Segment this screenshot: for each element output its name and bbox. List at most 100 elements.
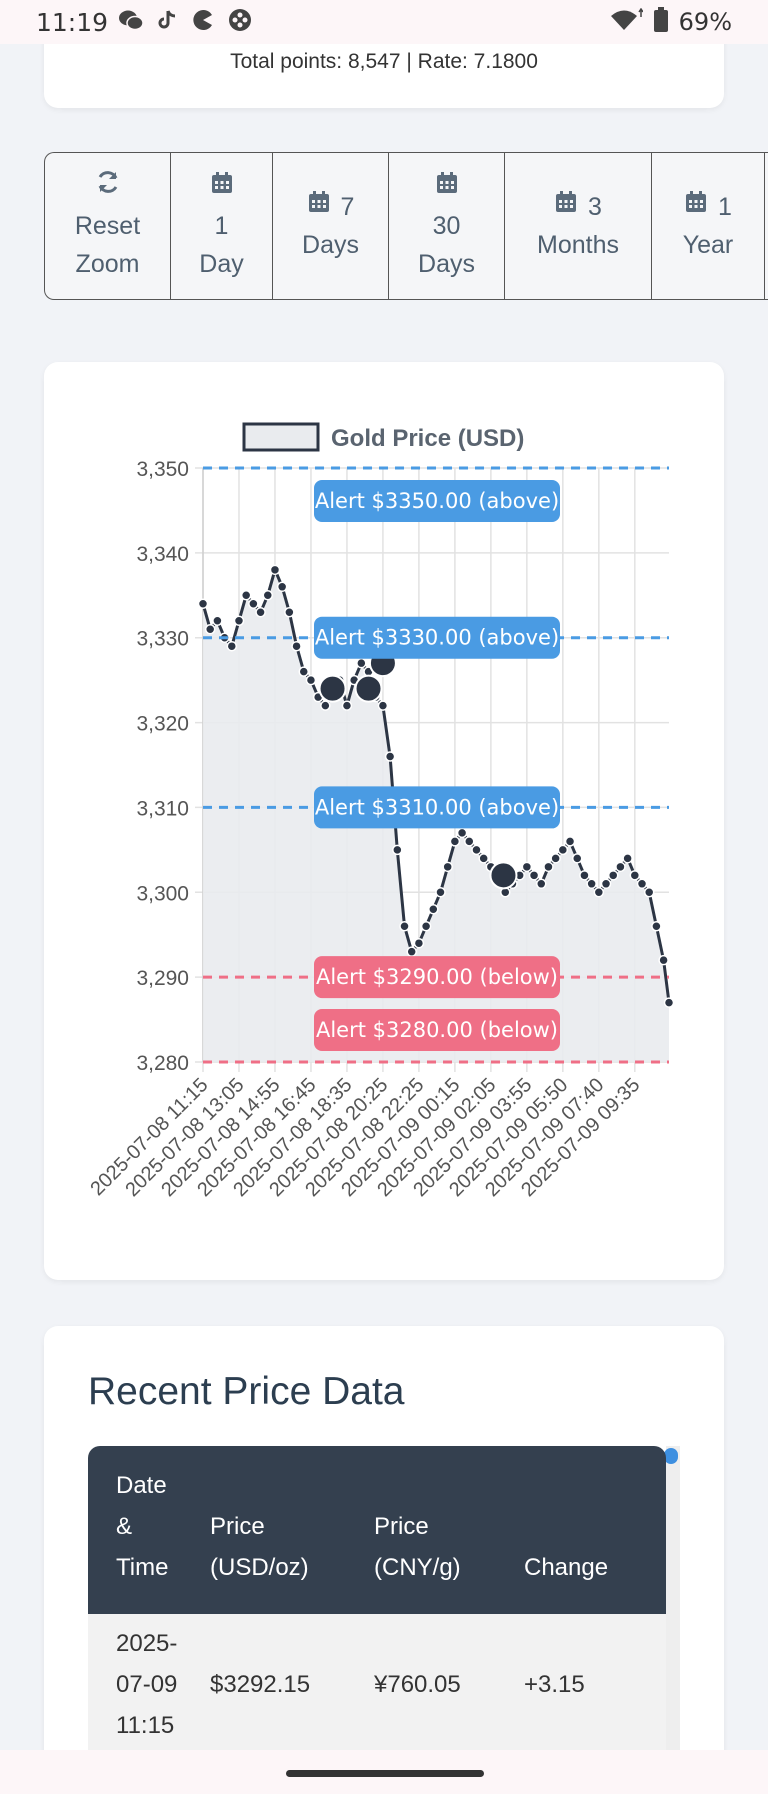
column-header: Price (CNY/g) [374,1446,524,1614]
data-point [615,861,626,873]
alert-label-text: Alert $3350.00 (above) [315,489,559,513]
range-button-reset[interactable]: Reset Zoom [45,153,171,299]
wechat-icon [118,9,144,35]
data-point [377,700,389,711]
range-button-line1: 7 [340,193,355,221]
data-point [478,853,489,864]
data-point [557,844,569,856]
data-point [204,623,216,635]
cell-change: +3.15 [524,1670,585,1698]
alert-label-above: Alert $3350.00 (above) [314,480,560,522]
data-point [197,598,209,610]
data-point [442,861,453,873]
data-point [435,887,446,898]
range-button-line1: 1 [718,193,732,221]
alert-label-text: Alert $3280.00 (below) [316,1018,558,1042]
data-point [262,590,274,601]
calendar-icon [307,188,331,226]
data-point [341,700,353,711]
stats-summary: Total points: 8,547 | Rate: 7.1800 [230,50,538,73]
highlight-point [489,861,518,890]
y-tick-label: 3,300 [136,882,189,905]
column-header-line: (USD/oz) [210,1554,309,1581]
data-point [571,853,583,864]
data-point [651,920,662,932]
section-title: Recent Price Data [88,1370,405,1413]
column-header-line: Change [524,1554,609,1581]
price-chart[interactable]: Gold Price (USD) 3,350 3,340 3,330 3,320 3,31… [44,362,724,1280]
table-row: 2025- 07-09 11:15 $3292.15 ¥760.05 +3.15 [88,1614,666,1754]
alert-label-below: Alert $3280.00 (below) [314,1009,560,1051]
data-point [550,853,561,864]
range-button-30d[interactable]: 30 Days [389,153,505,299]
navigation-bar [0,1750,768,1794]
table-scrollbar-track[interactable] [666,1446,680,1794]
range-button-group: Reset Zoom 1 Day 7 Days 30 Days 3 Months 1 Year [44,152,768,300]
column-header-line: Price [210,1513,265,1540]
alert-label-text: Alert $3330.00 (above) [315,626,559,650]
range-button-7d[interactable]: 7 Days [273,153,389,299]
data-point [298,666,310,677]
recent-data-card: Recent Price Data Date & Time Price (USD/oz)… [44,1326,724,1794]
data-point [471,844,482,856]
range-button-3m[interactable]: 3 Months [505,153,652,299]
range-button-line1: 30 [432,212,461,240]
alert-label-text: Alert $3290.00 (below) [316,965,558,989]
data-point [276,581,288,593]
range-button-1y[interactable]: 1 Year [652,153,765,299]
range-button-line2: Year [682,231,734,259]
column-header: Date & Time [88,1446,210,1614]
cell-datetime-line: 07-09 [116,1670,178,1698]
data-point [291,640,302,652]
data-point [320,700,331,711]
y-tick-label: 3,280 [136,1052,189,1075]
alert-label-box [314,1009,560,1051]
series-area [203,569,669,1062]
data-point [636,878,648,890]
range-button-line1: Reset [74,212,141,240]
alert-label-box [314,616,560,659]
range-button-line1: 1 [214,212,229,240]
data-point [305,674,317,686]
data-point [233,615,245,626]
data-point [212,615,223,626]
wifi-icon [609,7,644,37]
cell-datetime-line: 11:15 [116,1711,175,1739]
range-button-1d[interactable]: 1 Day [171,153,273,299]
data-point [464,836,475,847]
alert-label-above: Alert $3330.00 (above) [314,616,560,659]
pacman-icon [192,9,214,35]
column-header-line: (CNY/g) [374,1554,461,1581]
y-tick-label: 3,290 [136,967,189,990]
data-point [248,598,259,610]
data-point [413,937,425,949]
data-point [456,827,468,839]
home-gesture-handle[interactable] [286,1770,484,1777]
chart-card: Gold Price (USD) 3,350 3,340 3,330 3,320 3,31… [44,362,724,1280]
data-point [420,920,432,932]
price-table: Date & Time Price (USD/oz) Price (CNY/g) Change… [88,1446,666,1754]
column-header: Price (USD/oz) [210,1446,374,1614]
cell-price-cny: ¥760.05 [374,1670,461,1698]
data-point [240,590,252,601]
column-header-line: Date [116,1472,167,1499]
data-point [356,657,367,669]
data-point [622,853,633,864]
data-point [543,861,554,873]
data-point [643,887,655,898]
data-point [399,920,410,932]
data-point [629,870,641,881]
calendar-icon [684,188,708,226]
data-point [600,878,612,890]
data-point [658,954,669,966]
cell-price-usd: $3292.15 [210,1670,311,1698]
range-button-line2: Days [302,231,359,259]
table-scroll-thumb[interactable] [664,1448,678,1464]
legend-label: Gold Price (USD) [331,425,524,452]
calendar-icon [435,169,459,207]
column-header-line: Price [374,1513,429,1540]
alert-label-text: Alert $3310.00 (above) [315,795,559,819]
cell-datetime: 2025- 07-09 11:15 [88,1614,210,1754]
data-point [663,997,675,1008]
range-button-line1: 3 [588,193,602,221]
